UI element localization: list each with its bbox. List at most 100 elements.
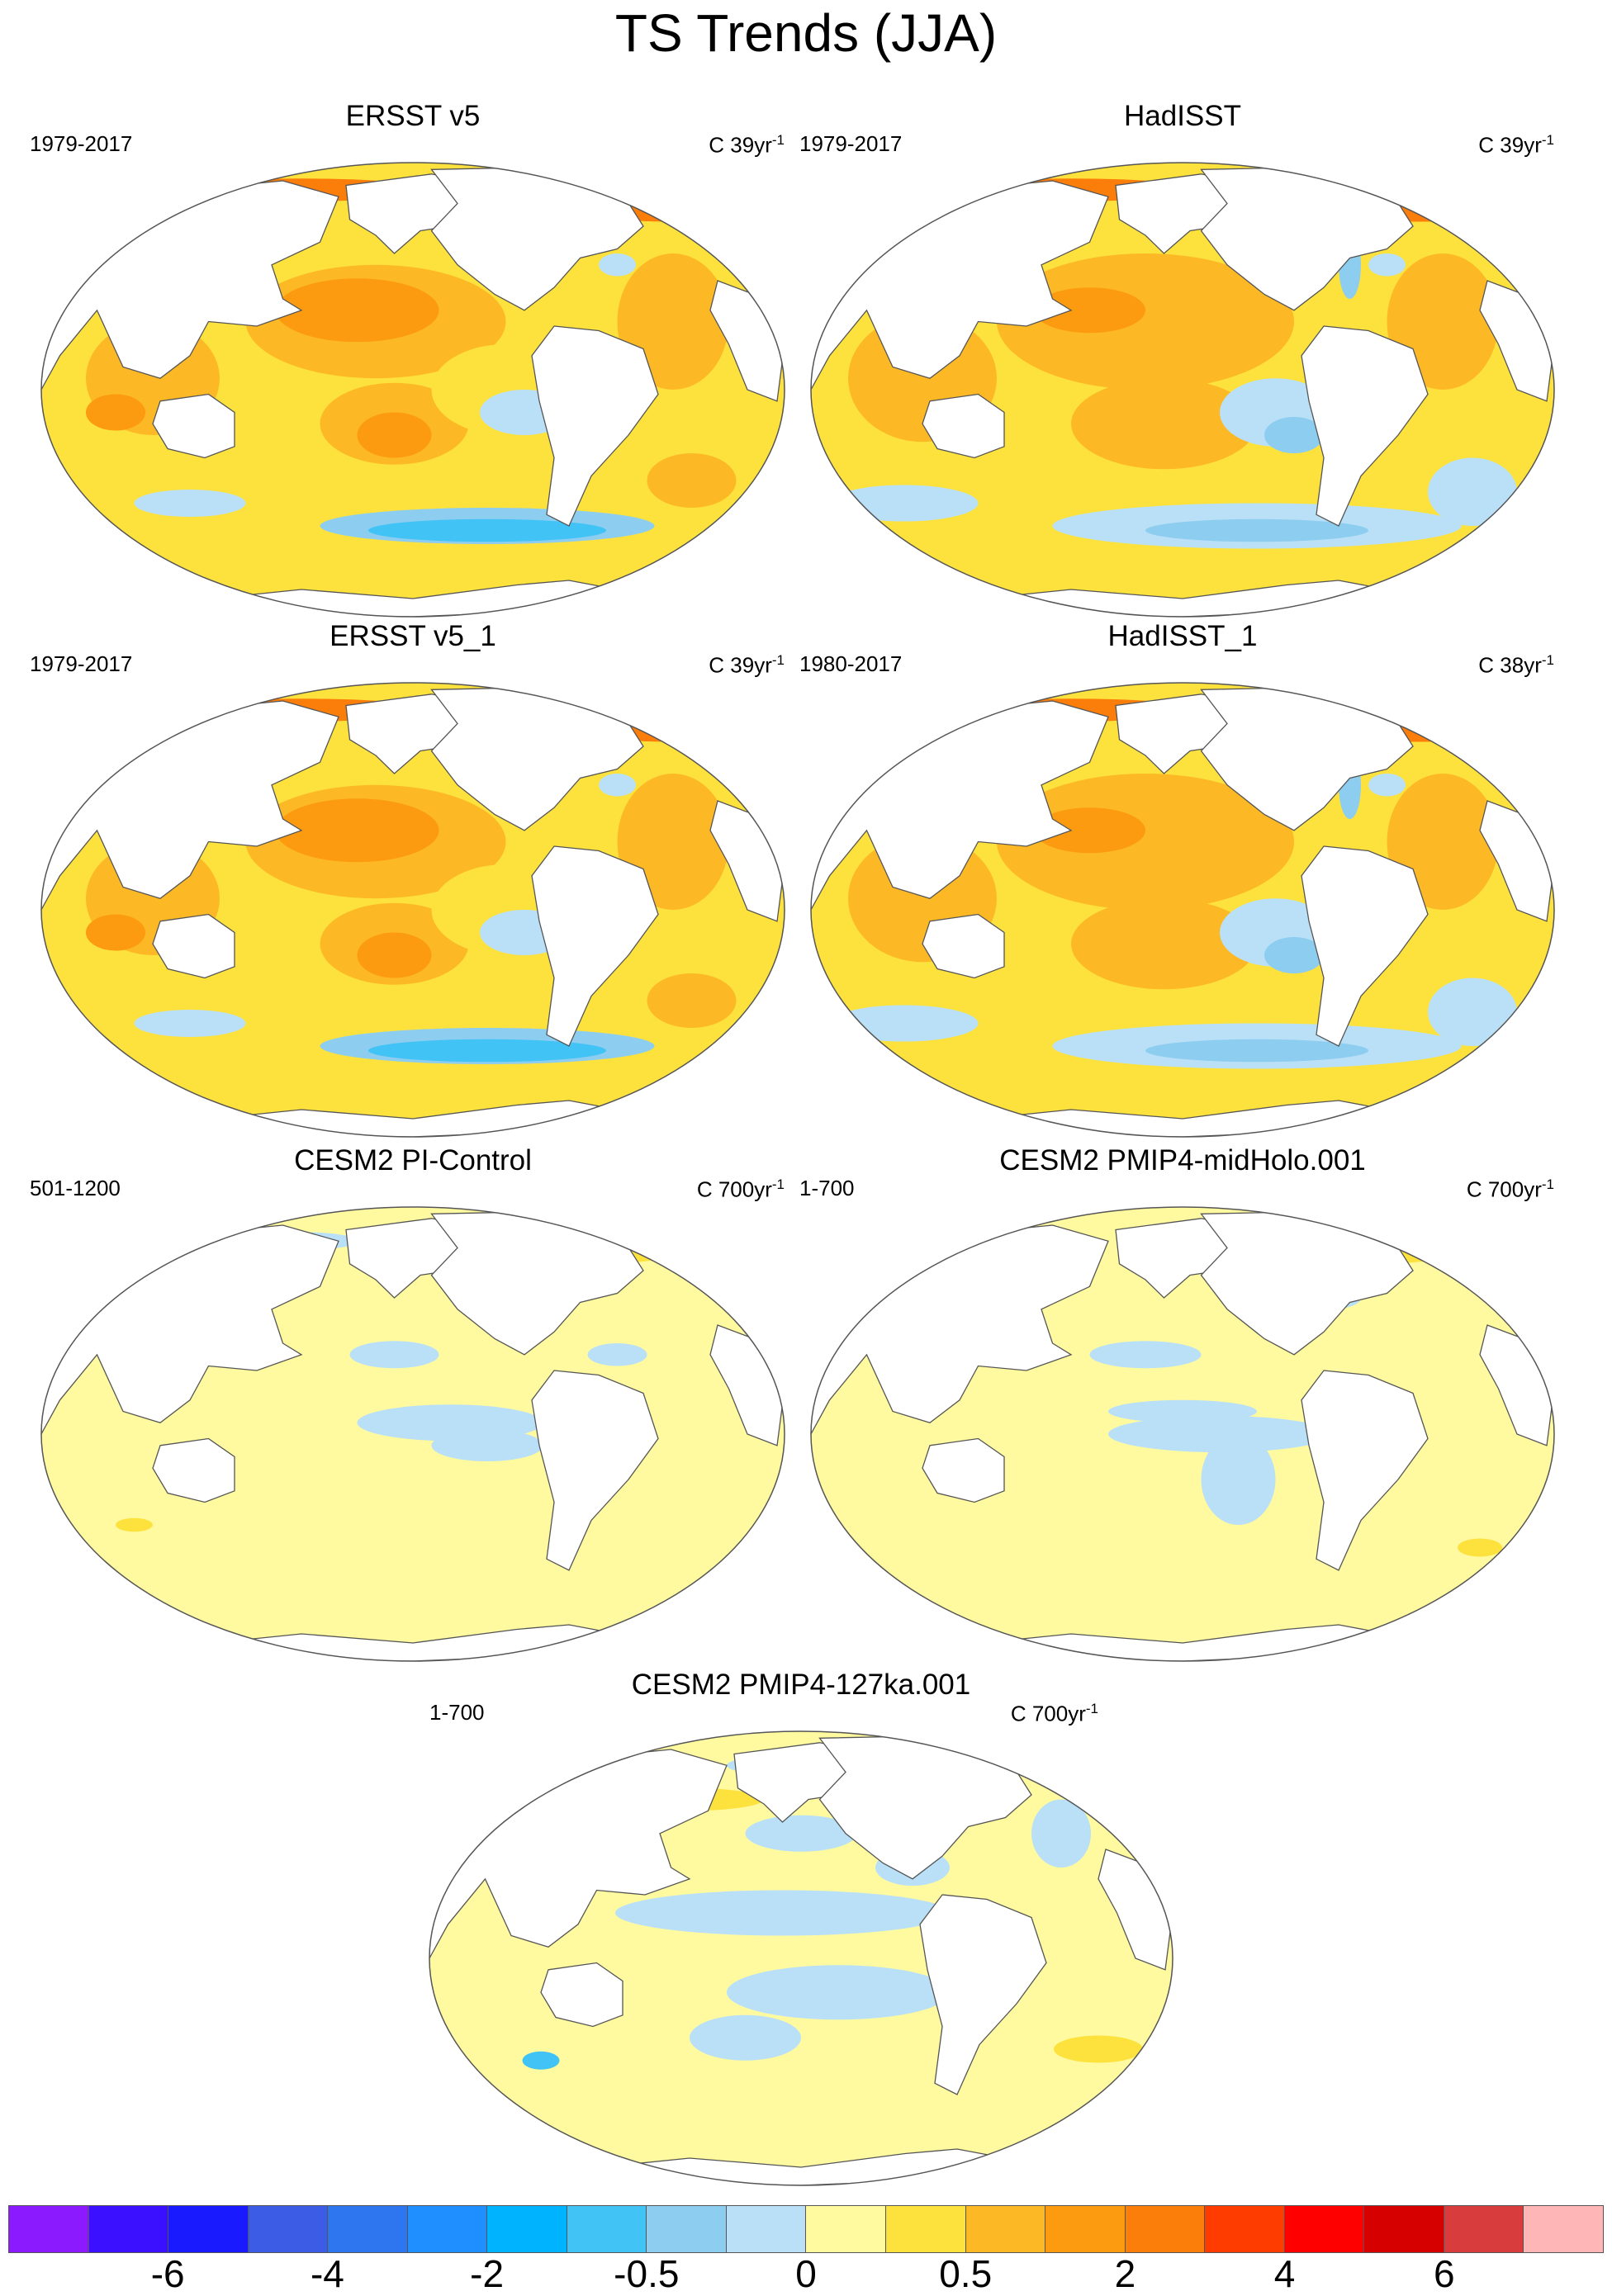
period-label: 1-700	[799, 1176, 855, 1200]
trend-anomaly-region	[745, 1815, 857, 1852]
trend-anomaly-region	[1145, 1039, 1368, 1063]
colorbar-tick-label: 6	[1434, 2252, 1455, 2295]
trend-anomaly-region	[1264, 417, 1324, 453]
world-map	[429, 1730, 1173, 2186]
trend-anomaly-region	[134, 490, 246, 517]
colorbar-swatch	[407, 2206, 488, 2252]
map-panel-cesm2-pi-control: CESM2 PI-Control 501-1200 C 700yr-1	[25, 1143, 801, 1680]
trend-anomaly-region	[997, 774, 1294, 910]
map-border	[40, 682, 785, 1138]
period-label: 501-1200	[30, 1176, 121, 1200]
panel-title: ERSST v5_1	[330, 620, 496, 652]
colorbar-swatch	[1045, 2206, 1126, 2252]
land-southAmerica	[1301, 1370, 1429, 1571]
land-australia	[922, 913, 1005, 979]
trend-anomaly-region	[1201, 1434, 1276, 1525]
trend-anomaly-region	[1034, 807, 1145, 854]
trend-anomaly-region	[1428, 978, 1517, 1046]
world-map	[40, 1206, 785, 1662]
map-panel-hadisst: HadISST 1979-2017 C 39yr-1	[794, 99, 1571, 636]
land-australia	[922, 393, 1005, 459]
panel-title: CESM2 PMIP4-midHolo.001	[999, 1144, 1366, 1176]
land-southAmerica	[531, 325, 659, 527]
trend-anomaly-region	[1054, 2035, 1143, 2063]
trend-anomaly-region	[431, 1429, 543, 1461]
trend-anomaly-region	[1145, 518, 1368, 542]
colorbar-tick-label: -6	[150, 2252, 185, 2295]
colorbar-tick-label: 0	[795, 2252, 817, 2295]
panel-title: ERSST v5	[345, 100, 481, 132]
panel-title: HadISST	[1124, 100, 1241, 132]
map-panel-hadisst-1: HadISST_1 1980-2017 C 38yr-1	[794, 619, 1571, 1156]
map-panel-cesm2-127ka: CESM2 PMIP4-127ka.001 1-700 C 700yr-1	[413, 1668, 1189, 2204]
land-australia	[540, 1962, 623, 2028]
trend-anomaly-region	[275, 278, 439, 343]
units-label: C 39yr-1	[709, 132, 785, 158]
trend-anomaly-region	[829, 1005, 979, 1042]
colorbar-swatch	[886, 2206, 966, 2252]
colorbar-swatch	[328, 2206, 408, 2252]
colorbar-swatch	[1364, 2206, 1444, 2252]
colorbar-swatch	[1284, 2206, 1365, 2252]
trend-anomaly-region	[1368, 774, 1406, 797]
trend-anomaly-region	[368, 1039, 606, 1063]
map-border	[40, 162, 785, 618]
land-australia	[152, 1437, 235, 1503]
colorbar-swatch	[806, 2206, 887, 2252]
trend-anomaly-region	[690, 2014, 801, 2061]
colorbar-swatch	[965, 2206, 1046, 2252]
trend-anomaly-region	[1108, 1416, 1331, 1452]
trend-anomaly-region	[116, 1517, 153, 1532]
trend-anomaly-region	[1071, 378, 1257, 470]
period-label: 1979-2017	[30, 131, 133, 156]
colorbar-swatch	[567, 2206, 647, 2252]
land-southAmerica	[531, 1370, 659, 1571]
land-southAmerica	[1301, 325, 1429, 527]
trend-anomaly-region	[587, 1343, 647, 1366]
colorbar-tick-label: -0.5	[614, 2252, 680, 2295]
trend-anomaly-region	[599, 774, 636, 797]
world-map	[810, 162, 1555, 618]
trend-anomaly-region	[1089, 1341, 1202, 1369]
trend-anomaly-region	[357, 932, 432, 978]
trend-anomaly-region	[647, 453, 737, 508]
map-panel-ersst-v5-1: ERSST v5_1 1979-2017 C 39yr-1	[25, 619, 801, 1156]
land-australia	[152, 393, 235, 459]
map-panel-cesm2-midholo: CESM2 PMIP4-midHolo.001 1-700 C 700yr-1	[794, 1143, 1571, 1680]
colorbar-swatch	[168, 2206, 249, 2252]
land-australia	[922, 1437, 1005, 1503]
map-panel-ersst-v5: ERSST v5 1979-2017 C 39yr-1	[25, 99, 801, 636]
colorbar-tick-label: 4	[1273, 2252, 1296, 2295]
trend-anomaly-region	[357, 412, 432, 458]
trend-anomaly-region	[1264, 937, 1324, 973]
trend-anomaly-region	[275, 798, 439, 863]
map-border	[40, 1206, 785, 1662]
trend-anomaly-region	[829, 485, 979, 522]
colorbar-swatch	[726, 2206, 807, 2252]
colorbar-swatch	[248, 2206, 329, 2252]
world-map	[810, 682, 1555, 1138]
trend-anomaly-region	[1458, 1538, 1502, 1557]
map-border	[429, 1730, 1173, 2186]
trend-anomaly-region	[1108, 1399, 1257, 1423]
trend-anomaly-region	[727, 1965, 950, 2020]
trend-anomaly-region	[86, 394, 145, 431]
period-label: 1980-2017	[799, 651, 903, 676]
panel-title: CESM2 PI-Control	[294, 1144, 532, 1176]
land-southAmerica	[919, 1894, 1047, 2095]
units-label: C 39yr-1	[1478, 132, 1554, 158]
trend-anomaly-region	[1034, 287, 1145, 334]
colorbar-swatch	[487, 2206, 567, 2252]
trend-anomaly-region	[1071, 898, 1257, 990]
map-border	[810, 1206, 1555, 1662]
land-southAmerica	[531, 845, 659, 1047]
trend-anomaly-region	[134, 1010, 246, 1037]
trend-anomaly-region	[522, 2051, 560, 2070]
colorbar-swatch	[9, 2206, 89, 2252]
land-southAmerica	[1301, 845, 1429, 1047]
period-label: 1979-2017	[30, 651, 133, 676]
trend-anomaly-region	[1368, 253, 1406, 277]
period-label: 1-700	[429, 1700, 485, 1725]
period-label: 1979-2017	[799, 131, 903, 156]
world-map	[810, 1206, 1555, 1662]
